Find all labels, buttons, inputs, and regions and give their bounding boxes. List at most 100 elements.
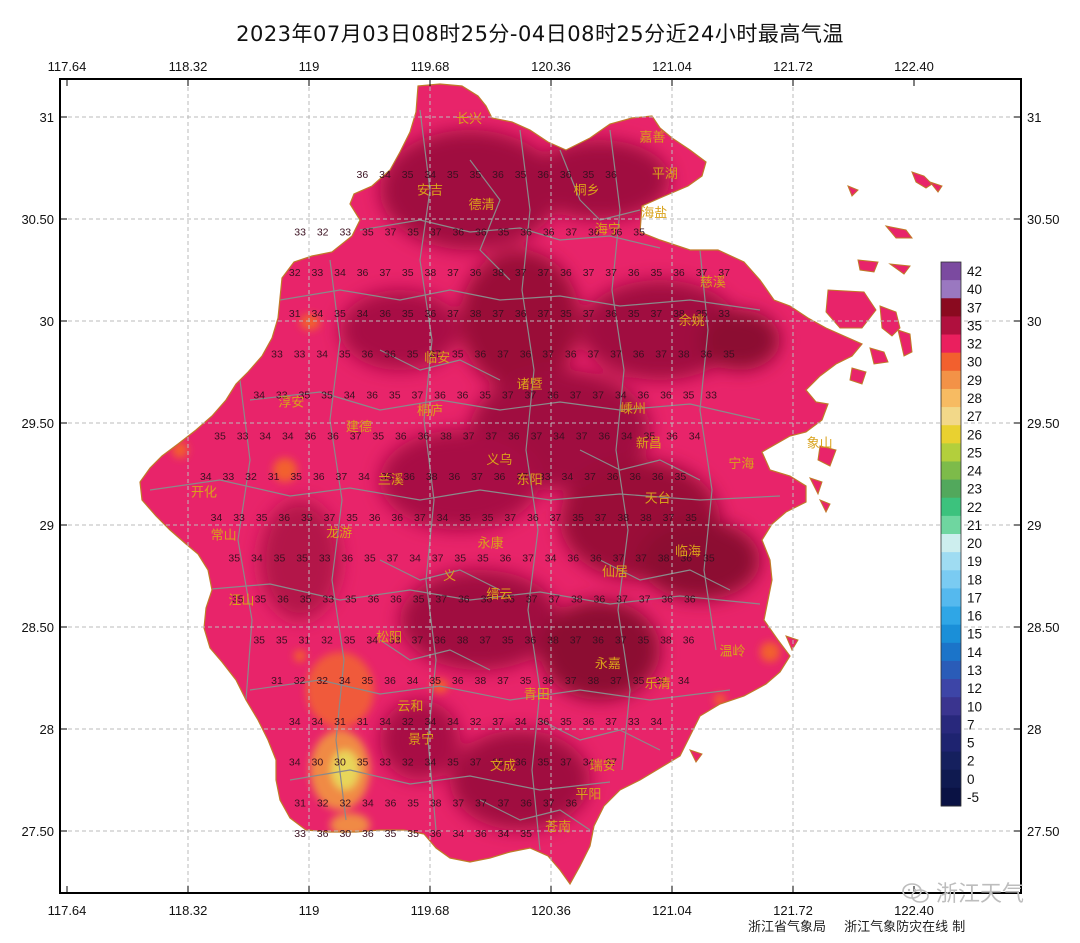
axis-ticks: 117.64 117.64 118.32 118.32 119 119 119.68 119.… [21,59,1059,918]
x-tick-label-top: 118.32 [169,59,208,74]
legend-label: 29 [967,373,982,388]
legend-label: 18 [967,572,982,587]
legend-label: 42 [967,264,982,279]
city-label: 平阳 [575,787,601,802]
city-label: 龙游 [326,526,352,541]
station-temp: 35 [459,512,471,524]
city-label: 桐庐 [417,404,443,419]
station-temp: 36 [452,226,464,238]
x-tick-label-top: 119 [299,59,320,74]
city-label: 德清 [469,198,495,213]
station-temp: 35 [482,512,494,524]
city-label: 淳安 [278,395,304,411]
legend-swatch [941,552,961,571]
station-temp: 36 [520,226,532,238]
station-temp: 35 [300,594,312,606]
legend-label: 7 [967,717,975,732]
legend-swatch [941,606,961,626]
color-legend: 4240373532302928272625242322212019181716… [940,261,983,807]
temperature-zones [172,130,780,837]
station-temp: 36 [560,267,572,279]
city-label: 长兴 [456,112,482,127]
station-temp: 35 [644,430,656,442]
station-temp: 35 [402,267,414,279]
station-temp: 34 [447,716,459,728]
station-temp: 36 [683,634,695,646]
city-label: 义 [443,569,456,584]
credit-org: 浙江省气象局 [748,920,827,935]
station-temp: 37 [531,430,543,442]
station-temp: 32 [402,716,414,728]
station-temp: 34 [379,169,391,181]
station-temp: 38 [457,634,469,646]
station-temp: 34 [334,267,346,279]
legend-label: 23 [967,482,982,497]
station-temp: 34 [358,471,370,483]
x-tick-label-top: 122.40 [894,59,934,74]
station-temp: 37 [605,267,617,279]
legend-swatch [941,588,961,608]
station-temp: 32 [402,757,414,769]
station-temp: 37 [492,308,504,320]
station-temp: 34 [515,716,527,728]
station-temp: 37 [543,798,555,810]
station-temp: 37 [336,471,348,483]
city-label: 宁海 [728,456,754,472]
station-temp: 33 [718,308,730,320]
city-label: 景宁 [408,731,434,747]
legend-swatch [941,388,961,408]
station-temp: 36 [598,430,610,442]
legend-label: 14 [967,645,983,660]
city-label: 苍南 [545,819,571,835]
station-temp: 34 [344,390,356,402]
station-temp: 36 [629,471,641,483]
station-temp: 36 [684,594,696,606]
legend-swatch [941,298,961,317]
station-temp: 37 [516,471,528,483]
legend-swatch [941,751,961,771]
station-temp: 35 [683,390,695,402]
station-temp: 31 [294,798,306,810]
station-temp: 37 [548,594,560,606]
station-temp: 36 [542,675,554,687]
station-temp: 33 [271,349,283,361]
station-temp: 37 [570,634,582,646]
station-temp: 35 [538,757,550,769]
station-temp: 34 [407,675,419,687]
station-temp: 36 [277,594,289,606]
station-temp: 35 [344,634,356,646]
station-temp: 36 [475,226,487,238]
station-temp: 38 [617,512,629,524]
station-temp: 33 [237,430,249,442]
station-temp: 36 [369,512,381,524]
station-temp: 38 [588,675,600,687]
y-tick-label-left: 30 [40,314,54,329]
station-temp: 35 [685,512,697,524]
station-temp: 35 [560,308,572,320]
station-temp: 33 [294,226,306,238]
station-temp: 31 [299,634,311,646]
station-temp: 33 [322,594,334,606]
y-tick-label-right: 27.50 [1027,824,1060,839]
station-temp: 35 [255,594,267,606]
station-temp: 37 [696,267,708,279]
station-temp: 37 [485,430,497,442]
station-temp: 33 [389,634,401,646]
x-tick-label-top: 121.04 [652,59,692,74]
station-temp: 37 [565,226,577,238]
legend-swatch [941,733,961,753]
legend-label: 40 [967,282,982,297]
station-temp: 35 [362,226,374,238]
legend-label: 30 [967,355,982,370]
city-label: 开化 [191,485,217,500]
station-temp: 37 [435,594,447,606]
legend-swatch [941,679,961,698]
city-label: 海宁 [595,221,621,237]
y-tick-label-left: 28 [40,722,54,737]
station-temp: 34 [312,716,324,728]
station-temp: 35 [274,553,286,565]
station-temp: 37 [565,675,577,687]
city-label: 平湖 [652,167,678,182]
station-temp: 36 [475,349,487,361]
